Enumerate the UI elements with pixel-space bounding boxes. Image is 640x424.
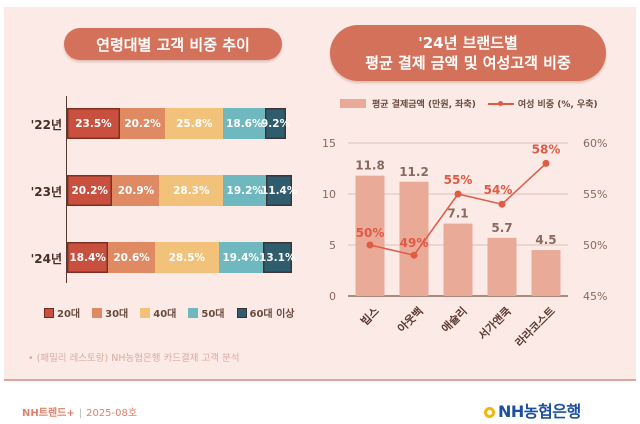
y-left-tick-label: 5 (329, 239, 336, 252)
line-point (498, 200, 506, 208)
right-chart-title: '24년 브랜드별 평균 결제 금액 및 여성고객 비중 (330, 25, 606, 81)
legend-item: 50대 (188, 305, 225, 320)
bar-segment: 11.4% (261, 175, 297, 206)
left-chart-title-text: 연령대별 고객 비중 추이 (96, 35, 250, 54)
y-left-tick-label: 0 (329, 290, 336, 303)
source-note: • (패밀리 레스토랑) NH농협은행 카드결제 고객 분석 (28, 353, 240, 364)
legend-swatch (92, 307, 103, 318)
line-value-label: 58% (532, 142, 561, 156)
bar-segment: 23.5% (67, 108, 120, 139)
x-category-label: 애슐리 (438, 304, 469, 335)
left-chart-title: 연령대별 고객 비중 추이 (64, 28, 282, 60)
bar-segment: 19.2% (223, 175, 267, 206)
legend-line-swatch (487, 99, 514, 108)
y-right-tick-label: 45% (583, 290, 607, 303)
y-right-tick-label: 60% (583, 137, 607, 150)
bar-segment: 19.4% (218, 242, 263, 273)
bar-segment: 20.2% (67, 175, 113, 206)
bar-value-label: 5.7 (491, 221, 512, 235)
x-category-label: 아웃백 (394, 304, 425, 335)
row-label: '22년 (30, 118, 62, 132)
line-value-label: 50% (356, 226, 385, 240)
logo-text: NH농협은행 (498, 402, 581, 421)
bar-segment: 28.5% (154, 242, 219, 273)
bar-segment: 25.8% (165, 108, 224, 139)
x-category-label: 서가앤쿡 (475, 304, 514, 343)
legend-line-label: 여성 비중 (%, 우축) (517, 100, 598, 110)
legend-item: 60대 이상 (236, 305, 295, 320)
legend-label: 30대 (105, 309, 129, 320)
legend-label: 40대 (153, 309, 177, 320)
line-point (454, 190, 462, 198)
bar (399, 181, 429, 296)
bar-segment: 13.1% (259, 242, 295, 273)
bar-segment: 28.3% (159, 175, 224, 206)
nh-bank-logo: NH농협은행 (484, 398, 581, 422)
brand-legend: 평균 결제금액 (만원, 좌축) 여성 비중 (%, 우축) (340, 97, 598, 110)
legend-label: 60대 이상 (249, 309, 295, 320)
row-label: '24년 (30, 252, 62, 266)
legend-swatch (140, 307, 151, 318)
legend-item: 40대 (140, 305, 176, 320)
bar-value-label: 11.2 (399, 165, 429, 179)
legend-label: 50대 (201, 309, 225, 320)
nh-bank-logo-icon (484, 403, 495, 418)
x-category-label: 라라코스트 (512, 304, 558, 350)
bar-segment: 18.4% (67, 242, 109, 273)
legend-bar-swatch (340, 99, 366, 108)
line-point (366, 241, 374, 249)
y-right-tick-label: 55% (583, 188, 607, 201)
y-left-tick-label: 10 (322, 188, 336, 201)
legend-label: 20대 (57, 309, 81, 320)
legend-bar-label: 평균 결제금액 (만원, 좌축) (372, 100, 476, 110)
bar-value-label: 4.5 (535, 233, 556, 247)
right-chart-title-line1: '24년 브랜드별 (418, 34, 518, 52)
publication-name: NH트렌드+ (22, 408, 75, 419)
line-point (410, 251, 418, 259)
x-category-label: 빕스 (358, 304, 382, 328)
right-chart-title-line2: 평균 결제 금액 및 여성고객 비중 (365, 54, 571, 72)
bar-segment: 20.6% (108, 242, 155, 273)
bar-value-label: 11.8 (355, 159, 385, 173)
bar-segment: 20.9% (112, 175, 160, 206)
issue-number: 2025-08호 (86, 408, 138, 419)
legend-item: 20대 (44, 305, 80, 320)
row-label: '23년 (30, 185, 62, 199)
footer-separator: | (78, 408, 83, 419)
left-chart-axis (66, 96, 67, 283)
bar-value-label: 7.1 (447, 207, 468, 221)
legend-swatch (44, 307, 54, 318)
bar-segment: 9.2% (261, 108, 290, 139)
legend-item: 30대 (92, 305, 128, 320)
bar (443, 223, 473, 296)
bar (487, 237, 517, 296)
line-point (542, 159, 550, 167)
line-value-label: 54% (484, 183, 513, 197)
y-left-tick-label: 15 (322, 137, 336, 150)
bar (355, 175, 385, 296)
legend-swatch (236, 307, 247, 318)
line-value-label: 49% (400, 236, 429, 250)
age-legend: 20대 30대 40대 50대 60대 이상 (44, 305, 295, 320)
bar (531, 250, 561, 296)
bar-segment: 18.6% (223, 108, 266, 139)
line-value-label: 55% (444, 173, 473, 187)
legend-swatch (188, 307, 199, 318)
bar-segment: 20.2% (119, 108, 166, 139)
y-right-tick-label: 50% (583, 239, 607, 252)
footer-publication: NH트렌드+ | 2025-08호 (22, 404, 137, 419)
